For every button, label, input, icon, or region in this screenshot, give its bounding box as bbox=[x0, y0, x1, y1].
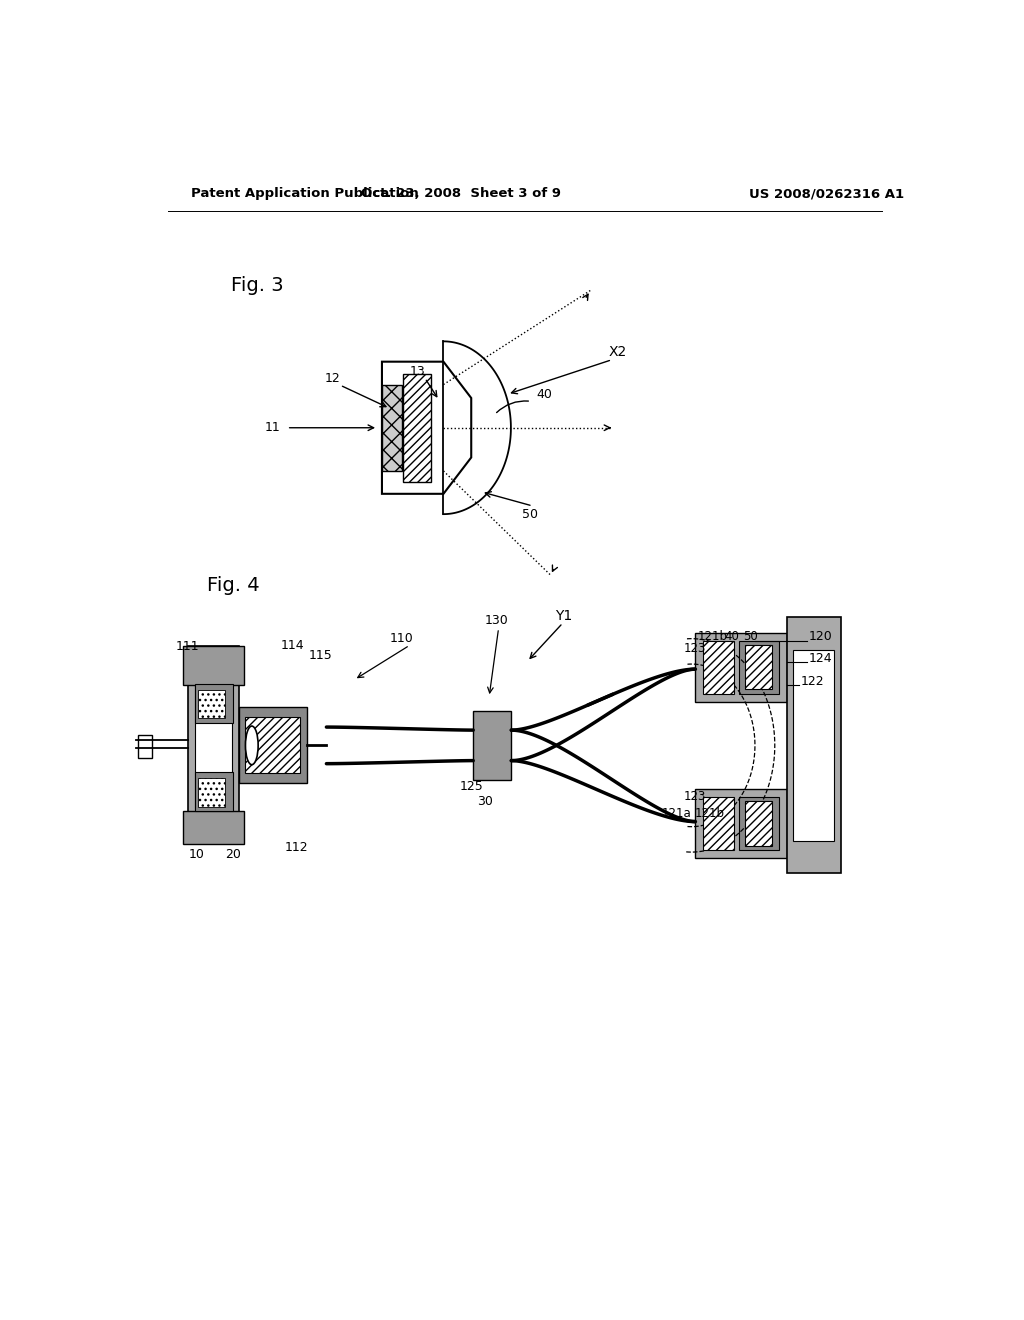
Text: US 2008/0262316 A1: US 2008/0262316 A1 bbox=[749, 187, 904, 201]
Text: 12: 12 bbox=[325, 372, 341, 385]
Bar bbox=[703, 640, 733, 693]
Text: X2: X2 bbox=[608, 345, 627, 359]
Text: 123: 123 bbox=[684, 642, 706, 655]
Bar bbox=[196, 772, 232, 810]
Text: Oct. 23, 2008  Sheet 3 of 9: Oct. 23, 2008 Sheet 3 of 9 bbox=[361, 187, 561, 201]
Bar bbox=[402, 374, 431, 482]
Bar bbox=[703, 797, 733, 850]
Text: 111: 111 bbox=[176, 640, 200, 653]
Text: Fig. 3: Fig. 3 bbox=[231, 276, 284, 294]
Bar bbox=[745, 644, 772, 689]
Bar bbox=[187, 647, 239, 845]
Bar bbox=[695, 789, 786, 858]
Text: 121b: 121b bbox=[697, 630, 728, 643]
Bar bbox=[137, 735, 152, 758]
Text: 130: 130 bbox=[485, 614, 509, 627]
Text: 11: 11 bbox=[264, 421, 281, 434]
Text: 20: 20 bbox=[225, 849, 241, 861]
Text: 50: 50 bbox=[522, 508, 539, 520]
Text: 121a: 121a bbox=[662, 808, 691, 821]
Text: Y1: Y1 bbox=[555, 609, 572, 623]
Text: Patent Application Publication: Patent Application Publication bbox=[191, 187, 419, 201]
Text: 121b: 121b bbox=[694, 808, 725, 821]
Bar bbox=[695, 632, 786, 702]
Text: 120: 120 bbox=[809, 630, 833, 643]
Bar bbox=[196, 684, 232, 722]
Text: 112: 112 bbox=[285, 841, 309, 854]
Bar bbox=[739, 640, 779, 693]
Bar bbox=[793, 649, 835, 841]
Bar bbox=[246, 718, 300, 774]
Text: 13: 13 bbox=[410, 366, 426, 379]
Text: 124: 124 bbox=[809, 652, 833, 665]
Bar bbox=[240, 708, 306, 784]
Text: 115: 115 bbox=[309, 649, 333, 661]
Bar bbox=[198, 690, 225, 718]
Text: 114: 114 bbox=[282, 639, 305, 652]
Text: 122: 122 bbox=[801, 676, 824, 688]
Bar bbox=[182, 647, 244, 685]
Text: 123: 123 bbox=[684, 791, 706, 803]
Bar bbox=[382, 385, 401, 471]
Bar bbox=[745, 801, 772, 846]
Bar bbox=[739, 797, 779, 850]
Text: 125: 125 bbox=[460, 780, 483, 793]
Text: 40: 40 bbox=[537, 388, 553, 401]
Polygon shape bbox=[382, 362, 471, 494]
Bar bbox=[195, 682, 232, 809]
Text: Fig. 4: Fig. 4 bbox=[207, 576, 260, 595]
Text: 40: 40 bbox=[725, 630, 739, 643]
Text: 50: 50 bbox=[743, 630, 758, 643]
Bar bbox=[198, 779, 225, 807]
Bar bbox=[786, 618, 841, 874]
Text: 110: 110 bbox=[390, 632, 414, 644]
Text: 10: 10 bbox=[188, 849, 204, 861]
Bar bbox=[473, 710, 511, 780]
Text: 30: 30 bbox=[477, 795, 494, 808]
Bar bbox=[182, 810, 244, 845]
Ellipse shape bbox=[246, 726, 258, 764]
